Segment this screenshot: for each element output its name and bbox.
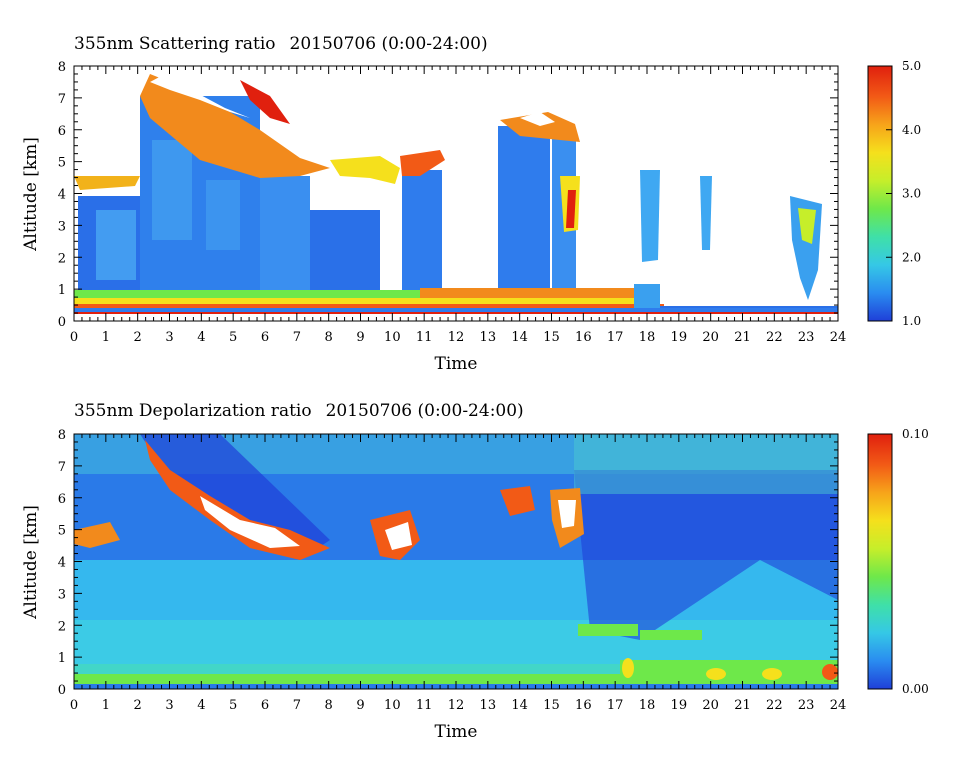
x-tick-label: 15 — [543, 330, 560, 345]
x-tick-label: 7 — [293, 330, 301, 345]
x-tick-label: 22 — [766, 330, 783, 345]
x-tick-label: 0 — [70, 698, 78, 713]
colorbar-tick-label: 1.0 — [902, 314, 921, 328]
x-tick-label: 13 — [480, 698, 497, 713]
y-tick-label: 4 — [58, 556, 66, 571]
x-tick-label: 12 — [448, 698, 465, 713]
colorbar-tick-label: 2.0 — [902, 250, 921, 264]
x-tick-label: 5 — [229, 330, 237, 345]
x-tick-label: 9 — [356, 698, 364, 713]
x-tick-label: 9 — [356, 330, 364, 345]
y-tick-label: 4 — [58, 188, 66, 203]
x-tick-label: 3 — [165, 330, 173, 345]
chart-title: 355nm Depolarization ratio 20150706 (0:00… — [74, 401, 524, 421]
x-tick-label: 11 — [416, 330, 433, 345]
x-tick-label: 15 — [543, 698, 560, 713]
colorbar-tick-label: 5.0 — [902, 59, 921, 73]
x-tick-label: 20 — [702, 330, 719, 345]
colorbar-tick-label: 0.00 — [902, 682, 929, 696]
y-axis-label: Altitude [km] — [21, 137, 41, 252]
x-tick-label: 4 — [197, 330, 205, 345]
x-tick-label: 16 — [575, 330, 592, 345]
x-tick-label: 0 — [70, 330, 78, 345]
y-tick-label: 1 — [58, 283, 66, 298]
colorbar-tick-label: 0.10 — [902, 427, 929, 441]
x-tick-label: 6 — [261, 698, 269, 713]
x-tick-label: 3 — [165, 698, 173, 713]
colorbar-tick-label: 4.0 — [902, 123, 921, 137]
x-tick-label: 4 — [197, 698, 205, 713]
heatmap-field — [74, 66, 838, 321]
depolarization-ratio-panel: 355nm Depolarization ratio 20150706 (0:00… — [21, 401, 929, 742]
x-tick-label: 21 — [734, 698, 751, 713]
y-tick-label: 6 — [58, 124, 66, 139]
x-tick-label: 23 — [798, 698, 815, 713]
x-tick-label: 19 — [671, 330, 688, 345]
y-tick-label: 0 — [58, 315, 66, 330]
x-tick-label: 24 — [830, 698, 847, 713]
y-tick-label: 7 — [58, 460, 66, 475]
y-tick-label: 3 — [58, 587, 66, 602]
y-tick-label: 8 — [58, 428, 66, 443]
colorbar-tick-label: 3.0 — [902, 187, 921, 201]
x-tick-label: 23 — [798, 330, 815, 345]
x-tick-label: 18 — [639, 698, 656, 713]
y-tick-label: 5 — [58, 156, 66, 171]
y-tick-label: 6 — [58, 492, 66, 507]
colorbar-ticks: 1.0 2.0 3.0 4.0 5.0 — [886, 59, 921, 328]
x-axis-ticks: 0 1 2 3 4 5 6 7 8 9 10 11 12 13 14 15 16 17 18 19 20 21 22 23 24 — [70, 66, 846, 345]
y-axis-ticks: 0 1 2 3 4 5 6 7 8 — [58, 428, 838, 698]
y-tick-label: 8 — [58, 60, 66, 75]
x-tick-label: 14 — [511, 698, 528, 713]
x-tick-label: 22 — [766, 698, 783, 713]
y-axis-ticks: 0 1 2 3 4 5 6 7 8 — [58, 60, 838, 330]
x-tick-label: 8 — [325, 698, 333, 713]
x-tick-label: 5 — [229, 698, 237, 713]
y-tick-label: 3 — [58, 219, 66, 234]
x-axis-ticks: 0 1 2 3 4 5 6 7 8 9 10 11 12 13 14 15 16 17 18 19 20 21 22 23 24 — [70, 434, 846, 713]
chart-title: 355nm Scattering ratio 20150706 (0:00-24:… — [74, 34, 488, 54]
x-axis-label: Time — [435, 354, 478, 374]
x-tick-label: 11 — [416, 698, 433, 713]
x-tick-label: 20 — [702, 698, 719, 713]
x-tick-label: 8 — [325, 330, 333, 345]
x-tick-label: 21 — [734, 330, 751, 345]
y-tick-label: 5 — [58, 524, 66, 539]
x-tick-label: 24 — [830, 330, 847, 345]
y-tick-label: 0 — [58, 683, 66, 698]
x-axis-label: Time — [435, 722, 478, 742]
x-tick-label: 2 — [134, 698, 142, 713]
x-tick-label: 18 — [639, 330, 656, 345]
x-tick-label: 6 — [261, 330, 269, 345]
x-tick-label: 17 — [607, 330, 624, 345]
y-axis-label: Altitude [km] — [21, 505, 41, 620]
heatmap-field — [74, 434, 838, 689]
x-tick-label: 10 — [384, 330, 401, 345]
x-tick-label: 12 — [448, 330, 465, 345]
x-tick-label: 10 — [384, 698, 401, 713]
y-tick-label: 2 — [58, 619, 66, 634]
x-tick-label: 17 — [607, 698, 624, 713]
x-tick-label: 13 — [480, 330, 497, 345]
x-tick-label: 2 — [134, 330, 142, 345]
y-tick-label: 2 — [58, 251, 66, 266]
y-tick-label: 7 — [58, 92, 66, 107]
colorbar — [867, 433, 893, 690]
scattering-ratio-panel: 355nm Scattering ratio 20150706 (0:00-24:… — [21, 34, 921, 374]
y-tick-label: 1 — [58, 651, 66, 666]
x-tick-label: 7 — [293, 698, 301, 713]
x-tick-label: 16 — [575, 698, 592, 713]
colorbar-ticks: 0.00 0.10 — [886, 427, 929, 696]
x-tick-label: 1 — [102, 698, 110, 713]
x-tick-label: 1 — [102, 330, 110, 345]
x-tick-label: 19 — [671, 698, 688, 713]
x-tick-label: 14 — [511, 330, 528, 345]
